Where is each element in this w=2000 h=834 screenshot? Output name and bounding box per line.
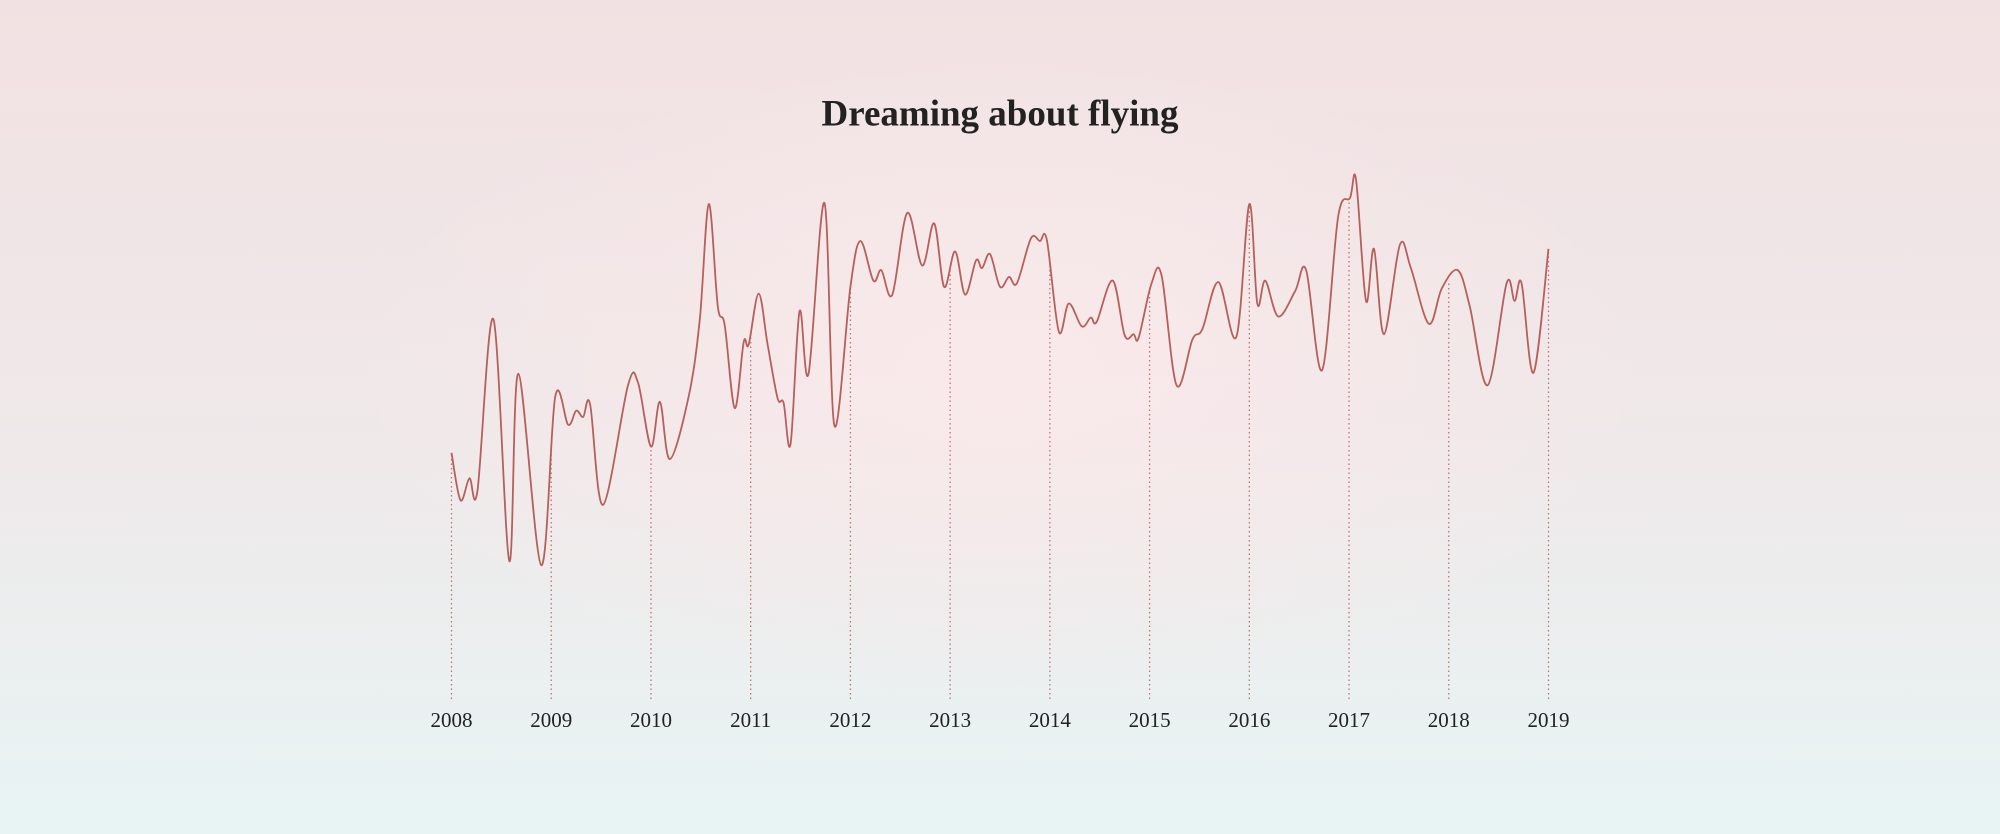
x-tick-label: 2019: [1528, 708, 1570, 732]
x-tick-label: 2010: [630, 708, 672, 732]
x-tick-label: 2018: [1428, 708, 1470, 732]
chart-title: Dreaming about flying: [821, 93, 1179, 134]
x-tick-label: 2011: [730, 708, 771, 732]
x-tick-label: 2008: [431, 708, 473, 732]
x-tick-label: 2013: [929, 708, 971, 732]
x-tick-label: 2009: [530, 708, 572, 732]
x-tick-label: 2014: [1029, 708, 1072, 732]
line: [450, 173, 1550, 567]
x-tick-label: 2016: [1228, 708, 1270, 732]
x-tick-label: 2012: [829, 708, 871, 732]
x-tick-label: 2015: [1129, 708, 1171, 732]
glow: [350, 70, 1650, 730]
x-tick-label: 2017: [1328, 708, 1370, 732]
